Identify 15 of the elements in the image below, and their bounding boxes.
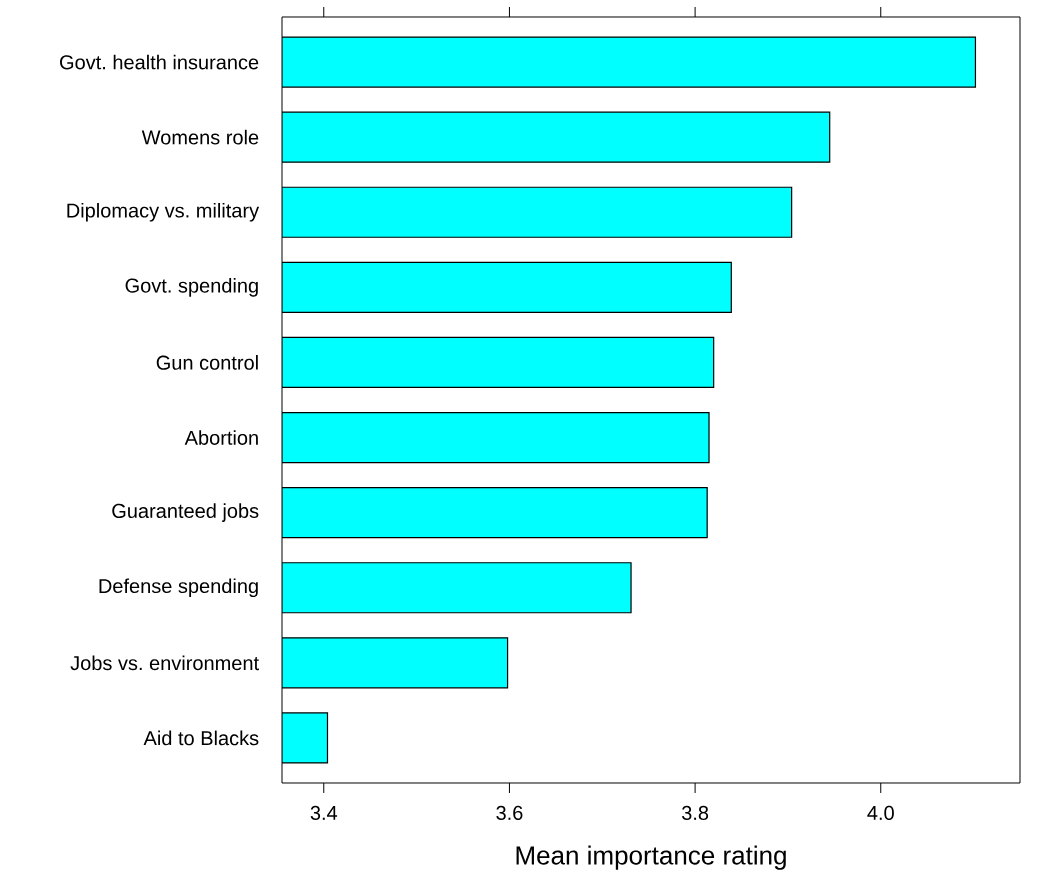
- y-tick-label: Aid to Blacks: [143, 730, 259, 746]
- y-tick-label: Jobs vs. environment: [70, 655, 259, 671]
- y-tick-label: Womens role: [141, 129, 259, 145]
- x-tick-label: 3.8: [681, 805, 709, 821]
- y-tick-label: Guaranteed jobs: [112, 503, 259, 522]
- x-tick-label: 3.6: [496, 805, 523, 821]
- x-tick-label: 4.0: [867, 805, 894, 821]
- y-tick-label: Govt. spending: [125, 278, 258, 297]
- y-tick-label: Gun control: [156, 355, 258, 370]
- x-axis-title: Mean importance rating: [516, 845, 786, 870]
- y-tick-label: Abortion: [184, 430, 258, 445]
- x-tick-label: 3.4: [310, 805, 338, 821]
- y-tick-label: Diplomacy vs. military: [67, 202, 260, 222]
- y-tick-label: Govt. health insurance: [60, 54, 259, 70]
- y-tick-label: Defense spending: [99, 578, 258, 598]
